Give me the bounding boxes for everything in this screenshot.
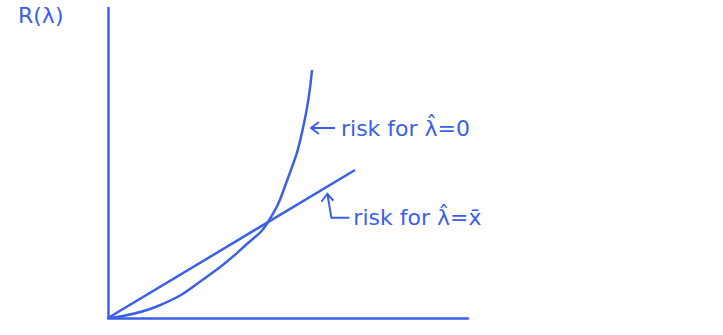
svg-text:R(λ): R(λ) xyxy=(18,3,63,28)
svg-text:risk for λ̂=0: risk for λ̂=0 xyxy=(341,114,470,140)
svg-text:risk for λ̂=x̄: risk for λ̂=x̄ xyxy=(353,204,481,230)
